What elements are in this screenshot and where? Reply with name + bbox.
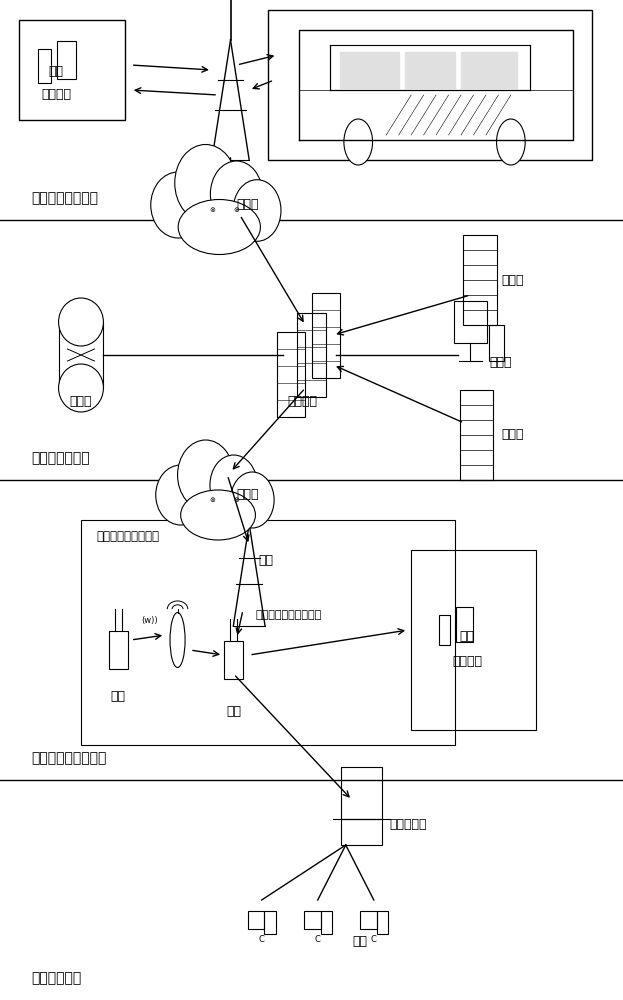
Ellipse shape <box>170 612 185 668</box>
Bar <box>320 911 331 934</box>
Text: 电池: 电池 <box>460 630 475 643</box>
Bar <box>439 615 450 645</box>
Bar <box>312 293 340 378</box>
Text: 云主机: 云主机 <box>489 356 511 368</box>
Text: 客户端应用子系统: 客户端应用子系统 <box>31 191 98 205</box>
Text: 球机: 球机 <box>352 935 367 948</box>
Bar <box>277 332 305 417</box>
Bar <box>360 911 376 929</box>
Bar <box>57 41 76 79</box>
Bar <box>59 322 103 388</box>
Bar <box>460 390 493 480</box>
Ellipse shape <box>211 161 262 227</box>
Text: 前端数据处理与存储器: 前端数据处理与存储器 <box>255 610 321 620</box>
Text: 互联网: 互联网 <box>237 488 259 502</box>
Ellipse shape <box>178 440 234 510</box>
Text: 更换系统: 更换系统 <box>452 655 482 668</box>
Text: C: C <box>371 935 377 944</box>
Text: ⊗: ⊗ <box>209 497 215 503</box>
Bar <box>81 520 455 745</box>
Text: 互联网: 互联网 <box>237 198 259 212</box>
Ellipse shape <box>59 298 103 346</box>
Text: 防火墙: 防火墙 <box>502 273 524 286</box>
Text: ⊗: ⊗ <box>209 207 215 213</box>
Text: C: C <box>259 935 265 944</box>
Text: 视频服务器: 视频服务器 <box>389 818 427 832</box>
Bar <box>268 10 592 160</box>
Bar <box>454 301 487 343</box>
Bar <box>109 631 128 669</box>
Text: 有线、无线混合组网: 有线、无线混合组网 <box>97 530 159 543</box>
Bar <box>264 911 275 934</box>
Ellipse shape <box>210 455 257 515</box>
Bar <box>341 766 381 818</box>
Bar <box>456 607 473 642</box>
Ellipse shape <box>178 200 260 254</box>
Bar <box>297 313 326 397</box>
Bar <box>247 911 264 929</box>
Ellipse shape <box>151 172 206 238</box>
Text: ⊗: ⊗ <box>234 207 240 213</box>
Bar <box>386 95 486 135</box>
Text: ⊗: ⊗ <box>234 497 240 503</box>
Text: 现场监控终端: 现场监控终端 <box>31 971 82 985</box>
Ellipse shape <box>231 472 274 528</box>
Text: 中继: 中继 <box>111 690 126 703</box>
Circle shape <box>344 119 373 165</box>
Text: 云服务器: 云服务器 <box>287 395 317 408</box>
Bar <box>39 49 50 83</box>
Ellipse shape <box>174 144 237 221</box>
Ellipse shape <box>233 180 281 241</box>
Text: (w)): (w)) <box>141 616 158 625</box>
Bar <box>463 235 497 325</box>
Text: 远程: 远程 <box>49 65 64 78</box>
Text: 基站: 基站 <box>259 554 273 566</box>
Text: 数据库: 数据库 <box>70 395 92 408</box>
Circle shape <box>497 119 525 165</box>
Text: 防火墙: 防火墙 <box>502 428 524 442</box>
Bar <box>19 20 125 120</box>
Text: 数据传输网络子系统: 数据传输网络子系统 <box>31 751 107 765</box>
Text: 中继: 中继 <box>226 705 241 718</box>
Ellipse shape <box>181 490 255 540</box>
Bar <box>411 550 536 730</box>
Text: C: C <box>315 935 321 944</box>
Bar <box>489 325 504 361</box>
Bar <box>341 818 381 844</box>
Bar <box>224 641 243 679</box>
Bar <box>376 911 388 934</box>
Text: 后台管理子系统: 后台管理子系统 <box>31 451 90 465</box>
Bar <box>303 911 320 929</box>
Ellipse shape <box>156 465 206 525</box>
Text: 监控中心: 监控中心 <box>41 88 71 101</box>
Ellipse shape <box>59 364 103 412</box>
